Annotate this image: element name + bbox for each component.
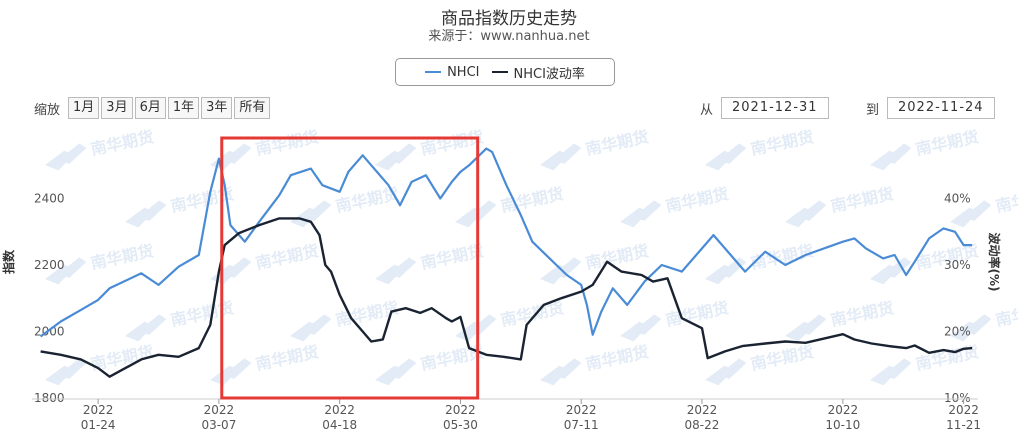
x-tick-year: 2022 xyxy=(566,403,597,417)
zoom-button-6m[interactable]: 6月 xyxy=(134,97,166,119)
watermark-logo: 南华期货 xyxy=(210,342,321,386)
series-line-volatility xyxy=(40,217,973,378)
x-tick-date: 11-21 xyxy=(946,418,981,432)
svg-text:南华期货: 南华期货 xyxy=(254,127,321,159)
svg-text:南华期货: 南华期货 xyxy=(994,184,1018,216)
x-tick-year: 2022 xyxy=(83,403,114,417)
watermark-logo: 南华期货 xyxy=(785,298,896,342)
x-axis-ticks: 202201-24202203-07202204-18202205-302022… xyxy=(32,398,981,432)
zoom-button-1y[interactable]: 1年 xyxy=(167,97,200,119)
x-tick-year: 2022 xyxy=(828,403,859,417)
y-left-tick-label: 2200 xyxy=(34,258,65,272)
x-tick-date: 01-24 xyxy=(81,418,116,432)
svg-text:南华期货: 南华期货 xyxy=(89,127,156,159)
chart-title: 商品指数历史走势 xyxy=(441,9,577,29)
watermark-logo: 南华期货 xyxy=(705,127,816,171)
svg-text:南华期货: 南华期货 xyxy=(664,184,731,216)
y-right-tick-label: 20% xyxy=(944,325,971,339)
highlight-box xyxy=(220,136,480,400)
svg-text:南华期货: 南华期货 xyxy=(749,127,816,159)
svg-text:南华期货: 南华期货 xyxy=(254,241,321,273)
watermark-logo: 南华期货 xyxy=(705,342,816,386)
y-axis-left-title: 指数 xyxy=(1,249,16,274)
watermark-logo: 南华期货 xyxy=(540,127,651,171)
watermark-logo: 南华期货 xyxy=(540,342,651,386)
y-right-tick-label: 40% xyxy=(944,192,971,206)
range-to-input[interactable]: 2022-11-24 xyxy=(887,97,995,119)
svg-text:南华期货: 南华期货 xyxy=(254,342,321,374)
chart-subtitle: 来源于：www.nanhua.net xyxy=(428,29,590,44)
legend-label-volatility: NHCI波动率 xyxy=(513,66,585,82)
svg-text:南华期货: 南华期货 xyxy=(499,298,566,330)
legend-item-volatility[interactable]: NHCI波动率 xyxy=(491,63,585,82)
x-tick-year: 2022 xyxy=(948,403,979,417)
x-tick-date: 05-30 xyxy=(443,418,478,432)
x-tick-year: 2022 xyxy=(445,403,476,417)
y-axis-right-title: 波动率(%) xyxy=(987,233,1002,292)
svg-text:南华期货: 南华期货 xyxy=(419,127,486,159)
x-tick-date: 07-11 xyxy=(564,418,599,432)
svg-text:南华期货: 南华期货 xyxy=(994,298,1018,330)
y-left-tick-label: 2400 xyxy=(34,192,65,206)
zoom-controls: 缩放 1月 3月 6月 1年 3年 所有 xyxy=(34,97,272,119)
svg-text:南华期货: 南华期货 xyxy=(829,298,896,330)
watermark-logo: 南华期货 xyxy=(705,241,815,285)
legend-label-nhci: NHCI xyxy=(447,64,480,80)
range-to: 到 2022-11-24 xyxy=(866,97,995,119)
x-tick-date: 08-22 xyxy=(685,418,720,432)
watermark-logo: 南华期货 xyxy=(45,342,155,386)
zoom-button-1m[interactable]: 1月 xyxy=(68,97,100,119)
x-tick-year: 2022 xyxy=(324,403,355,417)
watermark-logo: 南华期货 xyxy=(870,127,981,171)
range-from-label: 从 xyxy=(700,102,714,118)
watermark-logo: 南华期货 xyxy=(620,184,731,228)
watermark-logo: 南华期货 xyxy=(455,298,566,342)
watermark-logo: 南华期货 xyxy=(210,127,321,171)
legend: NHCI NHCI波动率 xyxy=(395,58,615,86)
svg-text:南华期货: 南华期货 xyxy=(584,342,651,374)
watermark-logo: 南华期货 xyxy=(785,184,896,228)
svg-text:南华期货: 南华期货 xyxy=(749,342,816,374)
svg-text:南华期货: 南华期货 xyxy=(829,184,896,216)
svg-text:南华期货: 南华期货 xyxy=(169,298,236,330)
x-tick-date: 03-07 xyxy=(201,418,236,432)
svg-text:南华期货: 南华期货 xyxy=(914,342,981,374)
x-tick-year: 2022 xyxy=(204,403,235,417)
y-left-tick-label: 2000 xyxy=(34,325,65,339)
x-tick-date: 04-18 xyxy=(322,418,357,432)
watermark-logo: 南华期货 xyxy=(620,298,730,342)
zoom-button-3m[interactable]: 3月 xyxy=(101,97,133,119)
y-right-tick-label: 30% xyxy=(944,258,971,272)
watermark-logo: 南华期货 xyxy=(290,184,400,228)
legend-swatch-nhci xyxy=(425,71,442,73)
range-from: 从 2021-12-31 xyxy=(700,97,829,119)
svg-text:南华期货: 南华期货 xyxy=(584,127,651,159)
series-line-nhci xyxy=(39,147,973,338)
zoom-label: 缩放 xyxy=(34,102,61,118)
svg-text:南华期货: 南华期货 xyxy=(914,127,981,159)
series-layer xyxy=(39,147,973,378)
svg-text:南华期货: 南华期货 xyxy=(419,342,486,374)
legend-item-nhci[interactable]: NHCI xyxy=(425,64,480,80)
range-from-input[interactable]: 2021-12-31 xyxy=(721,97,829,119)
range-to-label: 到 xyxy=(866,102,880,118)
watermark-logo: 南华期货 xyxy=(125,184,235,228)
x-tick-year: 2022 xyxy=(687,403,718,417)
watermark-logo: 南华期货 xyxy=(375,241,486,285)
y-left-tick-label: 1800 xyxy=(34,391,65,405)
legend-swatch-volatility xyxy=(491,71,508,73)
watermark-logo: 南华期货 xyxy=(45,127,156,171)
zoom-button-3y[interactable]: 3年 xyxy=(201,97,233,119)
zoom-button-all[interactable]: 所有 xyxy=(234,97,271,119)
svg-text:南华期货: 南华期货 xyxy=(419,241,486,273)
x-tick-date: 10-10 xyxy=(825,418,860,432)
watermark-logo: 南华期货 xyxy=(125,298,236,342)
svg-text:南华期货: 南华期货 xyxy=(89,241,156,273)
